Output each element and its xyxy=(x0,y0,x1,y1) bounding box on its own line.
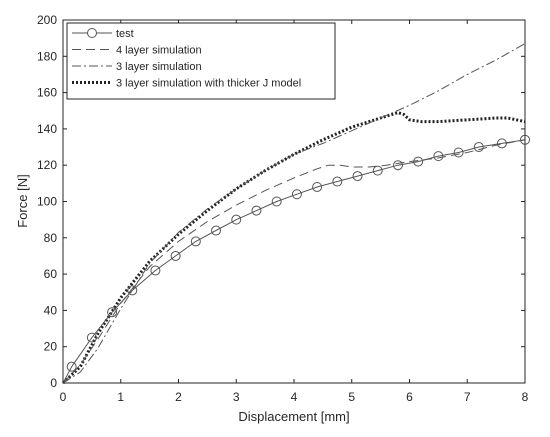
test-data-point xyxy=(352,171,363,182)
legend-label-1: 4 layer simulation xyxy=(116,45,202,57)
x-tick-label: 3 xyxy=(233,390,240,404)
test-data-point xyxy=(312,181,323,192)
test-data-point xyxy=(291,189,302,200)
y-axis-title: Force [N] xyxy=(15,174,30,227)
test-data-point xyxy=(190,236,201,247)
y-tick-label: 100 xyxy=(37,195,57,209)
test-data-point xyxy=(392,160,403,171)
x-tick-label: 4 xyxy=(291,390,298,404)
y-tick-label: 40 xyxy=(44,303,58,317)
legend-label-2: 3 layer simulation xyxy=(116,61,202,73)
test-data-point xyxy=(496,138,507,149)
x-tick-label: 6 xyxy=(406,390,413,404)
y-tick-label: 200 xyxy=(37,13,57,27)
legend-marker xyxy=(87,28,97,38)
series-line-3 xyxy=(61,111,526,385)
y-tick-label: 0 xyxy=(50,376,57,390)
test-data-point xyxy=(66,361,77,372)
test-data-point xyxy=(372,165,383,176)
test-data-point xyxy=(127,285,138,296)
y-tick-label: 20 xyxy=(44,340,58,354)
x-tick-label: 0 xyxy=(60,390,67,404)
x-tick-label: 1 xyxy=(117,390,124,404)
legend: test 4 layer simulation 3 layer simulation… xyxy=(66,22,336,100)
y-tick-label: 160 xyxy=(37,86,57,100)
test-data-point xyxy=(107,307,118,318)
x-tick-label: 5 xyxy=(348,390,355,404)
test-data-point xyxy=(211,225,222,236)
test-data-point xyxy=(86,332,97,343)
test-data-point xyxy=(413,156,424,167)
test-data-point xyxy=(150,265,161,276)
test-data-point xyxy=(433,151,444,162)
x-tick-label: 2 xyxy=(175,390,182,404)
test-data-point xyxy=(231,214,242,225)
y-tick-label: 140 xyxy=(37,122,57,136)
x-axis-title: Displacement [mm] xyxy=(238,409,349,424)
test-data-point xyxy=(170,250,181,261)
y-tick-label: 120 xyxy=(37,158,57,172)
y-tick-label: 180 xyxy=(37,49,57,63)
series-layer xyxy=(61,43,530,385)
test-data-point xyxy=(473,142,484,153)
series-line-2 xyxy=(62,43,526,384)
test-data-point xyxy=(271,196,282,207)
y-tick-label: 60 xyxy=(44,267,58,281)
x-tick-label: 8 xyxy=(522,390,529,404)
legend-label-0: test xyxy=(116,28,134,40)
x-tick-label: 7 xyxy=(464,390,471,404)
test-data-point xyxy=(332,176,343,187)
legend-label-3: 3 layer simulation with thicker J model xyxy=(116,78,301,90)
test-data-point xyxy=(251,205,262,216)
test-data-point xyxy=(453,147,464,158)
legend-box xyxy=(66,22,336,100)
y-tick-label: 80 xyxy=(44,231,58,245)
